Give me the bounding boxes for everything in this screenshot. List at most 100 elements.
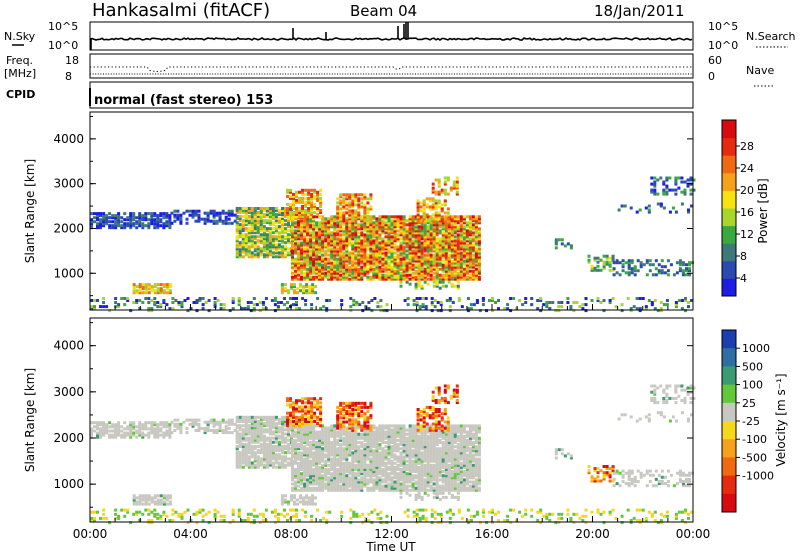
velocity-cell bbox=[96, 431, 99, 435]
power-cell bbox=[387, 249, 391, 253]
power-cell bbox=[290, 283, 293, 287]
power-cell bbox=[393, 275, 397, 279]
power-cell bbox=[303, 229, 307, 233]
velocity-cell bbox=[179, 431, 183, 435]
velocity-cell bbox=[297, 470, 300, 474]
power-cell bbox=[327, 275, 331, 279]
power-cell bbox=[270, 299, 274, 302]
velocity-cell bbox=[327, 430, 331, 434]
power-cell bbox=[179, 219, 183, 223]
velocity-cell bbox=[256, 432, 260, 436]
power-cell bbox=[429, 255, 433, 259]
power-cell bbox=[310, 205, 314, 208]
power-cell bbox=[417, 241, 421, 245]
velocity-cell bbox=[277, 447, 281, 450]
power-cell bbox=[280, 289, 284, 293]
velocity-cell bbox=[315, 457, 319, 461]
velocity-cell bbox=[372, 457, 376, 461]
power-cell bbox=[423, 263, 427, 267]
power-cell bbox=[150, 307, 154, 311]
velocity-cell bbox=[268, 461, 272, 465]
velocity-cell bbox=[348, 430, 352, 434]
power-cell bbox=[111, 220, 115, 224]
velocity-cell bbox=[336, 470, 340, 474]
power-cell bbox=[159, 289, 163, 293]
power-cell bbox=[440, 203, 444, 207]
velocity-cell bbox=[318, 438, 322, 442]
velocity-cell bbox=[90, 427, 93, 431]
velocity-cell bbox=[354, 455, 358, 459]
power-cell bbox=[453, 257, 457, 261]
power-cell bbox=[144, 224, 148, 228]
velocity-cell bbox=[333, 434, 337, 438]
power-cell bbox=[330, 217, 334, 221]
power-cell bbox=[444, 229, 448, 233]
power-cell bbox=[453, 245, 457, 249]
velocity-cell bbox=[369, 430, 373, 434]
velocity-cell bbox=[244, 438, 248, 442]
velocity-cell bbox=[274, 428, 278, 432]
power-cell bbox=[608, 299, 612, 302]
velocity-cell bbox=[363, 455, 367, 459]
velocity-cell bbox=[315, 424, 319, 428]
velocity-cell bbox=[321, 453, 325, 457]
power-cell bbox=[298, 213, 301, 216]
velocity-cell bbox=[227, 431, 231, 435]
power-cell bbox=[203, 221, 207, 225]
velocity-cell bbox=[303, 478, 307, 482]
power-cell bbox=[135, 291, 139, 295]
power-cell bbox=[271, 209, 275, 212]
power-cell bbox=[333, 235, 337, 239]
power-cell bbox=[96, 212, 99, 216]
velocity-cell bbox=[366, 482, 370, 486]
power-cell bbox=[309, 221, 313, 225]
power-cell bbox=[563, 244, 567, 248]
velocity-cell bbox=[342, 441, 346, 444]
power-cell bbox=[459, 263, 463, 267]
power-cell bbox=[405, 237, 409, 241]
power-cell bbox=[238, 223, 242, 227]
power-cell bbox=[447, 215, 451, 219]
power-cell bbox=[315, 231, 319, 235]
power-cell bbox=[453, 253, 457, 257]
velocity-cell bbox=[235, 434, 239, 438]
power-cell bbox=[286, 213, 289, 216]
velocity-cell bbox=[297, 447, 300, 451]
power-cell bbox=[247, 215, 251, 218]
power-cell bbox=[289, 205, 292, 208]
power-cell bbox=[632, 305, 636, 309]
power-cell bbox=[360, 265, 364, 269]
velocity-cell bbox=[120, 435, 124, 439]
power-cell bbox=[194, 213, 198, 217]
velocity-cell bbox=[262, 440, 266, 444]
velocity-cell bbox=[363, 443, 367, 447]
power-cell bbox=[351, 261, 355, 265]
velocity-cell bbox=[327, 449, 331, 453]
power-cell bbox=[471, 231, 475, 235]
power-cell bbox=[432, 284, 436, 288]
velocity-cell bbox=[277, 422, 281, 426]
power-cell bbox=[426, 229, 430, 233]
power-cell bbox=[241, 249, 245, 253]
power-cell bbox=[319, 211, 323, 214]
power-cell bbox=[173, 213, 177, 217]
power-cell bbox=[342, 245, 346, 249]
velocity-cell bbox=[375, 476, 379, 480]
power-cell bbox=[421, 297, 425, 300]
velocity-cell bbox=[309, 474, 313, 478]
power-cell bbox=[296, 287, 299, 291]
power-cell bbox=[306, 221, 310, 225]
velocity-cell bbox=[265, 455, 269, 459]
power-cell bbox=[333, 263, 337, 267]
power-cell bbox=[441, 231, 445, 235]
velocity-cell bbox=[281, 447, 284, 450]
power-cell bbox=[262, 241, 266, 245]
power-cell bbox=[271, 231, 275, 235]
velocity-cell bbox=[309, 455, 313, 459]
power-cell bbox=[93, 305, 96, 309]
power-cell bbox=[244, 227, 248, 231]
velocity-cell bbox=[354, 478, 358, 482]
power-cell bbox=[381, 261, 385, 265]
velocity-cell bbox=[241, 449, 245, 453]
power-cell bbox=[345, 235, 349, 239]
